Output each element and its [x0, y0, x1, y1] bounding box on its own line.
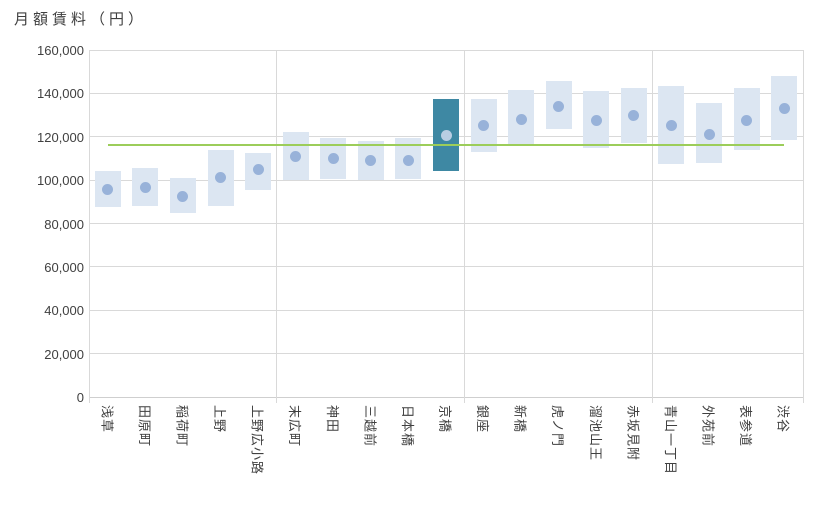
median-dot	[665, 120, 677, 132]
y-tick-label: 20,000	[44, 346, 84, 362]
category-label-text: 赤坂見附	[625, 405, 641, 462]
category-label-text: 表参道	[738, 405, 754, 448]
category-label: 外苑前	[690, 405, 728, 497]
category-label: 田原町	[127, 405, 165, 497]
median-dot	[778, 103, 790, 115]
median-dot	[741, 114, 753, 126]
median-dot	[703, 129, 715, 141]
y-gridline	[89, 179, 803, 181]
category-label: 青山一丁目	[653, 405, 691, 497]
median-dot	[590, 114, 602, 126]
y-gridline	[89, 223, 803, 224]
category-label: 新橋	[502, 405, 540, 497]
median-dot	[553, 100, 565, 112]
category-label-text: 日本橋	[399, 405, 415, 448]
category-label: 上野	[202, 405, 240, 497]
y-gridline	[89, 309, 803, 311]
category-label-text: 田原町	[136, 405, 152, 448]
median-dot	[628, 109, 640, 121]
reference-line	[107, 144, 785, 147]
group-separator	[802, 50, 804, 403]
x-axis-line	[89, 396, 803, 398]
y-tick-label: 60,000	[44, 259, 84, 275]
median-dot	[252, 163, 264, 175]
median-dot	[177, 190, 189, 202]
y-tick-label: 80,000	[44, 216, 84, 232]
category-label: 三越前	[352, 405, 390, 497]
category-label: 渋谷	[765, 405, 803, 497]
category-label: 稲荷町	[164, 405, 202, 497]
y-tick-label: 140,000	[37, 86, 84, 102]
chart-title: 月額賃料（円）	[14, 11, 148, 28]
median-dot	[515, 113, 527, 125]
category-label: 虎ノ門	[540, 405, 578, 497]
median-dot	[440, 130, 452, 142]
category-label: 表参道	[728, 405, 766, 497]
y-gridline	[89, 49, 803, 51]
category-label-text: 稲荷町	[174, 405, 190, 448]
category-label-text: 渋谷	[775, 405, 791, 434]
category-label-text: 外苑前	[700, 405, 716, 448]
category-label: 上野広小路	[239, 405, 277, 497]
category-label: 溜池山王	[578, 405, 616, 497]
category-label: 神田	[314, 405, 352, 497]
median-dot	[215, 172, 227, 184]
y-axis-line	[88, 50, 90, 403]
category-label-text: 新橋	[512, 405, 528, 434]
y-tick-label: 160,000	[37, 43, 84, 58]
category-label: 銀座	[465, 405, 503, 497]
y-tick-label: 40,000	[44, 303, 84, 319]
y-gridline	[89, 353, 803, 355]
y-tick-label: 120,000	[37, 129, 84, 145]
group-separator	[276, 50, 278, 403]
category-label-text: 溜池山王	[587, 405, 603, 462]
y-tick-label: 100,000	[37, 173, 84, 189]
y-gridline	[89, 266, 803, 268]
median-dot	[102, 184, 114, 196]
category-label: 末広町	[277, 405, 315, 497]
category-label-text: 三越前	[362, 405, 378, 448]
category-label-text: 神田	[324, 405, 340, 434]
category-label-text: 京橋	[437, 405, 453, 434]
group-separator	[464, 50, 466, 403]
y-tick-label: 0	[76, 390, 84, 405]
y-gridline	[89, 92, 803, 94]
category-label-text: 上野	[212, 405, 228, 434]
category-label-text: 上野広小路	[249, 405, 265, 476]
category-label-text: 末広町	[287, 405, 303, 448]
group-separator	[652, 50, 654, 403]
category-label-text: 青山一丁目	[662, 405, 678, 476]
median-dot	[478, 120, 490, 132]
median-dot	[139, 182, 151, 194]
median-dot	[402, 155, 414, 167]
category-label: 赤坂見附	[615, 405, 653, 497]
median-dot	[327, 152, 339, 164]
median-dot	[365, 155, 377, 167]
category-label-text: 虎ノ門	[550, 405, 566, 448]
category-label-text: 銀座	[475, 405, 491, 434]
category-label-text: 浅草	[99, 405, 115, 434]
category-label: 日本橋	[390, 405, 428, 497]
median-dot	[290, 150, 302, 162]
category-label: 浅草	[89, 405, 127, 497]
category-label: 京橋	[427, 405, 465, 497]
